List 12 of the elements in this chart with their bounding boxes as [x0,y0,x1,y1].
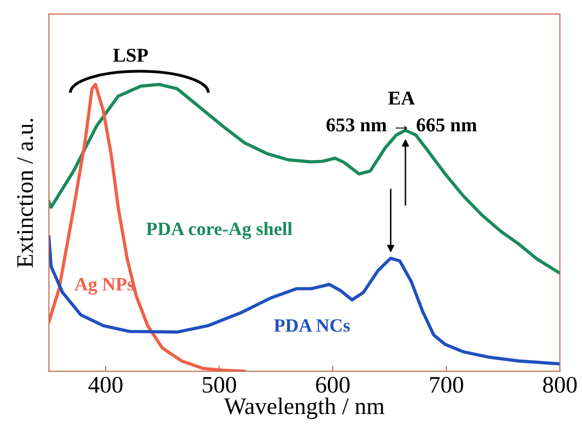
y-axis-title: Extinction / a.u. [17,118,34,268]
annotation: 653 nm → 665 nm [326,118,477,132]
x-tick-label: 700 [430,376,464,393]
x-tick-label: 800 [543,376,577,393]
series-label: PDA NCs [274,319,350,332]
x-tick-label: 500 [202,376,236,393]
x-axis-title: Wavelength / nm [224,398,384,420]
x-tick-label: 600 [316,376,350,393]
text: PDA core-Ag shell [146,222,292,240]
text: LSP [113,48,148,62]
x-tick-label: 400 [88,376,122,393]
annotation: EA [388,92,415,105]
